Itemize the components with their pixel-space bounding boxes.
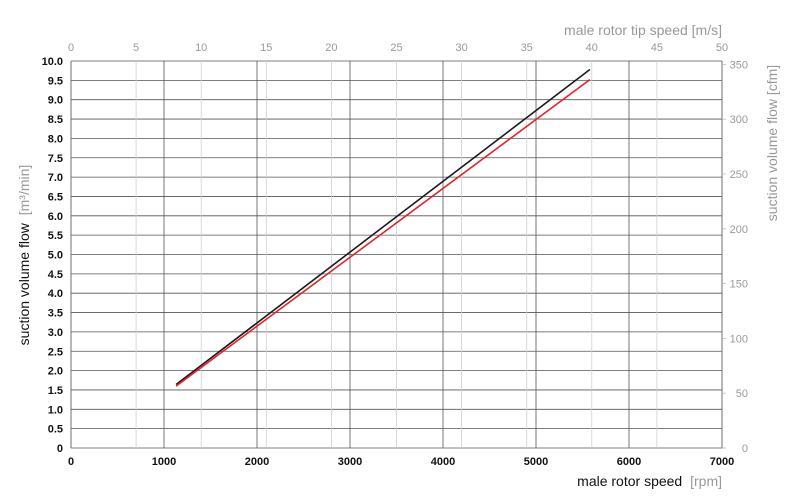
y-left-axis-unit: [m³/min] (16, 165, 32, 216)
y-left-tick-label: 2.5 (48, 346, 63, 358)
y-left-tick-label: 10.0 (42, 56, 63, 68)
y-right-tick-label: 200 (730, 224, 748, 236)
y-right-tick-label: 250 (730, 169, 748, 181)
x-top-tick-label: 45 (651, 42, 663, 54)
y-left-tick-label: 3.0 (48, 327, 63, 339)
y-left-tick-label: 6.0 (48, 211, 63, 223)
y-right-tick-label: 100 (730, 333, 748, 345)
x-bottom-tick-label: 1000 (152, 456, 176, 468)
y-left-tick-label: 6.5 (48, 191, 63, 203)
x-bottom-tick-label: 6000 (617, 456, 641, 468)
grid (70, 60, 726, 449)
y-left-tick-label: 1.5 (48, 385, 63, 397)
x-top-tick-label: 5 (133, 42, 139, 54)
x-bottom-axis-unit: [rpm] (690, 473, 722, 489)
y-right-tick-label: 0 (742, 443, 748, 455)
y-left-tick-label: 8.0 (48, 133, 63, 145)
y-right-tick-label: 300 (730, 114, 748, 126)
y-left-tick-label: 9.5 (48, 75, 63, 87)
y-right-axis-title: suction volume flow [cfm] (764, 65, 780, 221)
y-left-tick-label: 1.0 (48, 404, 63, 416)
x-bottom-axis-title: male rotor speed [rpm] (577, 473, 722, 489)
y-left-tick-label: 2.0 (48, 366, 63, 378)
x-top-tick-label: 20 (325, 42, 337, 54)
y-left-tick-label: 5.5 (48, 230, 63, 242)
x-bottom-axis-label: male rotor speed (577, 473, 682, 489)
y-right-tick-label: 350 (730, 59, 748, 71)
y-left-tick-label: 7.0 (48, 172, 63, 184)
y-left-tick-label: 0 (57, 443, 63, 455)
x-top-tick-label: 25 (390, 42, 402, 54)
y-right-tick-label: 150 (730, 279, 748, 291)
x-bottom-tick-label: 2000 (245, 456, 269, 468)
x-bottom-tick-label: 4000 (431, 456, 455, 468)
x-bottom-tick-label: 3000 (338, 456, 362, 468)
x-top-tick-label: 50 (716, 42, 728, 54)
y-left-tick-label: 8.5 (48, 114, 63, 126)
y-right-tick-label: 50 (736, 388, 748, 400)
x-top-tick-label: 10 (195, 42, 207, 54)
x-top-tick-label: 0 (68, 42, 74, 54)
x-top-axis-title: male rotor tip speed [m/s] (564, 22, 722, 38)
y-left-tick-label: 4.5 (48, 269, 63, 281)
y-left-tick-label: 7.5 (48, 153, 63, 165)
y-left-tick-label: 4.0 (48, 288, 63, 300)
series-line (175, 68, 591, 386)
x-bottom-tick-label: 5000 (524, 456, 548, 468)
x-top-tick-label: 40 (586, 42, 598, 54)
series-group (175, 68, 591, 387)
y-left-tick-label: 0.5 (48, 424, 63, 436)
x-top-tick-label: 30 (455, 42, 467, 54)
y-left-axis-title: suction volume flow [m³/min] (16, 165, 32, 346)
y-left-tick-label: 9.0 (48, 95, 63, 107)
y-left-tick-label: 5.0 (48, 250, 63, 262)
series-line (175, 78, 591, 387)
x-top-tick-label: 15 (260, 42, 272, 54)
y-left-axis-label: suction volume flow (16, 222, 32, 345)
x-bottom-tick-label: 7000 (710, 456, 734, 468)
y-left-tick-label: 3.5 (48, 308, 63, 320)
x-bottom-tick-label: 0 (68, 456, 74, 468)
x-top-tick-label: 35 (521, 42, 533, 54)
